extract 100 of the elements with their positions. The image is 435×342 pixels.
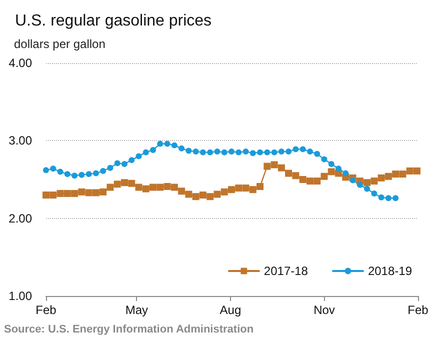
- point: [250, 150, 256, 156]
- point: [292, 146, 299, 152]
- source-note: Source: U.S. Energy Information Administration: [4, 324, 254, 336]
- point: [107, 164, 114, 171]
- x-tick-label: Feb: [36, 303, 57, 317]
- point: [214, 190, 221, 198]
- point: [78, 188, 86, 196]
- point: [370, 178, 378, 185]
- point: [336, 166, 342, 172]
- point: [142, 149, 149, 156]
- point: [50, 192, 57, 199]
- point: [114, 160, 120, 166]
- point: [56, 190, 64, 197]
- point: [157, 140, 164, 147]
- point: [214, 148, 220, 155]
- point: [135, 184, 142, 191]
- point: [128, 157, 135, 164]
- point: [306, 178, 314, 185]
- point: [264, 162, 271, 170]
- point: [270, 161, 278, 168]
- point: [106, 184, 114, 191]
- point: [399, 170, 406, 178]
- point: [306, 148, 313, 155]
- point: [170, 184, 178, 191]
- point: [406, 167, 414, 174]
- point: [156, 184, 164, 191]
- point: [285, 170, 292, 177]
- point: [121, 160, 128, 167]
- chart-title: U.S. regular gasoline prices: [15, 12, 212, 30]
- point: [178, 188, 186, 195]
- point: [320, 172, 328, 180]
- point: [249, 186, 256, 194]
- y-tick-label: 4.00: [8, 56, 32, 70]
- legend-label: 2018-19: [368, 264, 412, 278]
- point: [256, 182, 264, 190]
- x-tick-label: May: [125, 303, 148, 317]
- point: [200, 149, 206, 156]
- point: [385, 195, 392, 202]
- point: [43, 167, 49, 174]
- point: [300, 146, 306, 152]
- point: [192, 148, 199, 155]
- point: [72, 172, 78, 179]
- point: [92, 189, 100, 196]
- point: [42, 192, 50, 199]
- point: [164, 140, 170, 147]
- point: [278, 148, 284, 155]
- point: [328, 168, 335, 176]
- point: [364, 186, 370, 192]
- point: [271, 149, 278, 156]
- point: [235, 184, 242, 192]
- point: [299, 176, 306, 183]
- point: [86, 171, 92, 178]
- point: [257, 149, 264, 156]
- point: [57, 168, 64, 175]
- point: [136, 153, 142, 160]
- point: [356, 182, 363, 188]
- point: [342, 170, 349, 176]
- point: [292, 172, 300, 180]
- point: [100, 168, 106, 174]
- x-tick-label: Nov: [314, 303, 335, 317]
- y-tick-label: 3.00: [8, 134, 32, 148]
- point: [392, 170, 400, 178]
- point: [236, 149, 242, 156]
- point: [264, 149, 270, 156]
- point: [378, 194, 384, 200]
- x-tick-label: Aug: [220, 303, 242, 317]
- point: [371, 190, 378, 196]
- point: [221, 149, 228, 156]
- y-tick-label: 1.00: [8, 289, 32, 303]
- point: [92, 170, 99, 176]
- point: [286, 148, 292, 155]
- point: [207, 149, 214, 156]
- point: [278, 164, 285, 172]
- point: [128, 180, 136, 187]
- point: [350, 177, 356, 184]
- x-tick-label: Feb: [408, 303, 429, 317]
- point: [314, 150, 320, 157]
- point: [186, 148, 192, 154]
- point: [178, 145, 185, 152]
- point: [50, 166, 56, 172]
- point: [242, 184, 250, 192]
- point: [228, 148, 234, 155]
- y-axis-title: dollars per gallon: [14, 37, 106, 51]
- point: [192, 193, 200, 200]
- point: [142, 185, 150, 192]
- point: [314, 178, 321, 185]
- point: [206, 193, 214, 200]
- point: [392, 195, 399, 202]
- legend-label: 2017-18: [264, 264, 308, 278]
- point: [242, 148, 249, 155]
- point: [150, 146, 156, 153]
- point: [413, 167, 420, 174]
- point: [120, 179, 128, 186]
- point: [100, 188, 107, 196]
- point: [321, 156, 328, 162]
- point: [64, 171, 70, 178]
- point: [150, 184, 157, 191]
- point: [185, 190, 192, 198]
- point: [384, 172, 392, 180]
- point: [114, 180, 121, 188]
